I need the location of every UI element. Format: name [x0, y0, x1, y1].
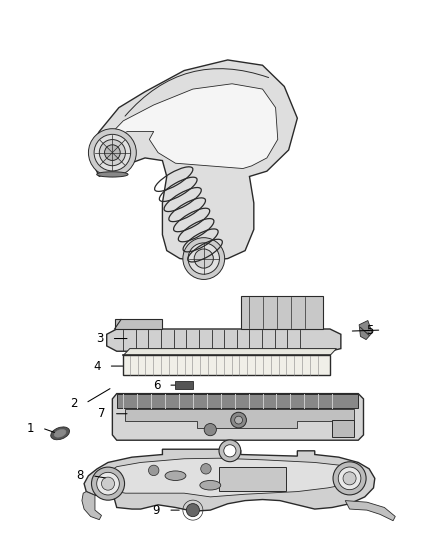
Polygon shape — [125, 409, 354, 428]
Text: 8: 8 — [77, 469, 84, 482]
Circle shape — [194, 249, 213, 268]
Polygon shape — [359, 320, 372, 340]
Circle shape — [99, 140, 125, 166]
Circle shape — [102, 477, 115, 490]
Circle shape — [186, 504, 199, 516]
Circle shape — [224, 445, 236, 457]
Circle shape — [105, 145, 120, 160]
Circle shape — [88, 128, 136, 176]
Ellipse shape — [200, 480, 221, 490]
Polygon shape — [115, 319, 162, 329]
Bar — [241, 296, 323, 329]
Circle shape — [235, 416, 243, 424]
Text: 9: 9 — [153, 504, 160, 516]
Ellipse shape — [54, 430, 66, 437]
Bar — [219, 467, 286, 490]
Bar — [176, 381, 193, 390]
Text: 6: 6 — [153, 378, 160, 392]
Circle shape — [201, 464, 211, 474]
Text: 4: 4 — [93, 360, 101, 373]
Polygon shape — [123, 349, 336, 356]
Circle shape — [94, 134, 131, 171]
Ellipse shape — [165, 471, 186, 480]
Circle shape — [92, 467, 124, 500]
Polygon shape — [113, 393, 364, 440]
Text: 2: 2 — [70, 397, 78, 410]
Polygon shape — [82, 491, 102, 520]
Polygon shape — [107, 329, 341, 351]
Circle shape — [219, 440, 241, 462]
Text: 7: 7 — [99, 407, 106, 420]
Text: 5: 5 — [366, 324, 374, 336]
Text: 1: 1 — [27, 422, 34, 434]
Polygon shape — [108, 84, 278, 168]
Polygon shape — [93, 60, 297, 261]
Ellipse shape — [51, 427, 70, 440]
Ellipse shape — [97, 172, 128, 177]
Text: 3: 3 — [96, 332, 104, 345]
Polygon shape — [123, 356, 330, 375]
Circle shape — [231, 412, 247, 428]
Bar — [117, 393, 358, 408]
Polygon shape — [104, 458, 353, 497]
Polygon shape — [84, 449, 375, 511]
Circle shape — [343, 472, 356, 485]
Circle shape — [188, 243, 219, 274]
Circle shape — [333, 462, 366, 495]
Circle shape — [183, 238, 225, 279]
Circle shape — [97, 472, 119, 495]
Bar — [332, 420, 354, 437]
Circle shape — [148, 465, 159, 475]
Polygon shape — [345, 500, 395, 521]
Circle shape — [338, 467, 361, 490]
Circle shape — [204, 424, 216, 435]
